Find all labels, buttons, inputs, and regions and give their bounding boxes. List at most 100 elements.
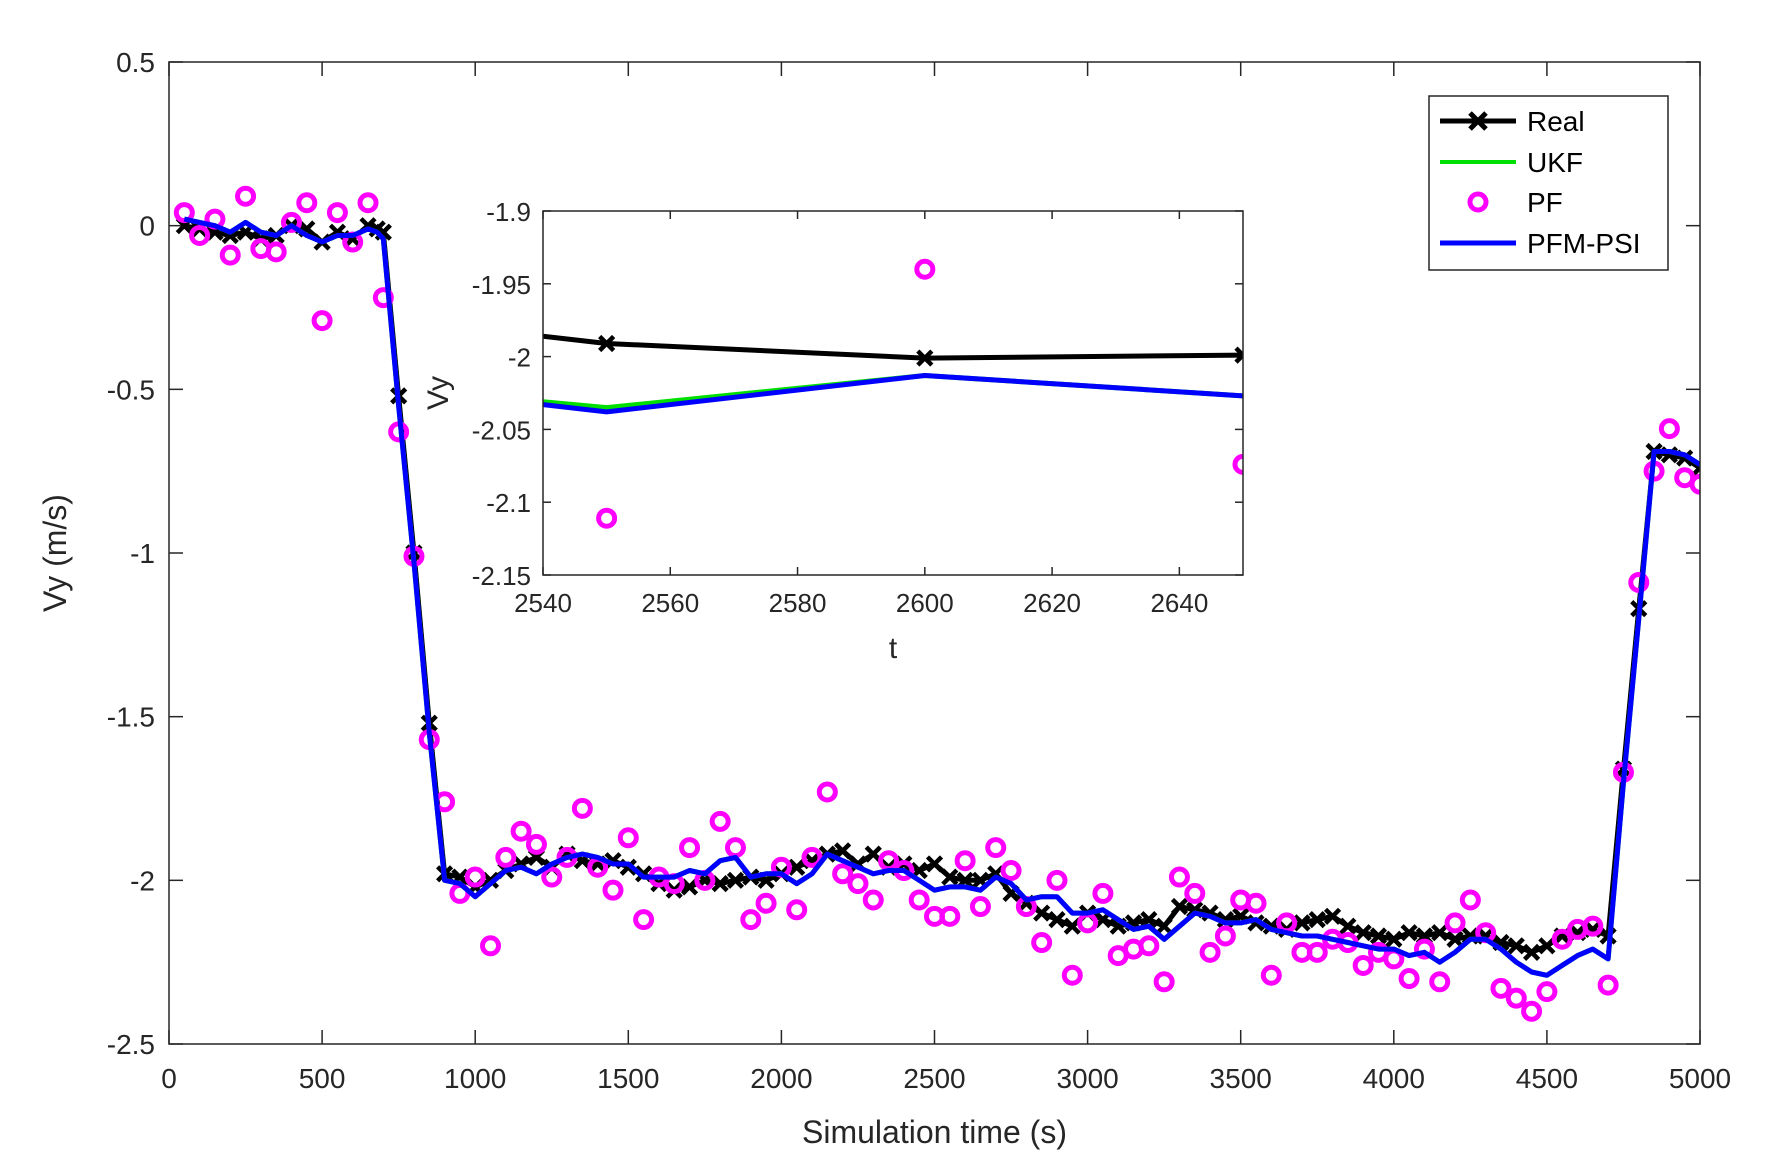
inset-x-tick-label: 2600: [896, 588, 954, 618]
main-point-real: [1140, 911, 1158, 929]
main-point-pf: [1429, 971, 1451, 993]
inset-axes-box: [542, 210, 1244, 576]
inset-y-tick-label: -2.15: [472, 561, 531, 591]
main-point-real: [1431, 924, 1449, 942]
inset-x-tick-label: 2580: [769, 588, 827, 618]
inset-point-pf: [1232, 453, 1243, 475]
main-point-pf: [617, 827, 639, 849]
main-point-real: [864, 845, 882, 863]
main-y-tick-label: -2: [130, 865, 155, 896]
inset-x-tick-label: 2620: [1023, 588, 1081, 618]
main-point-pf: [1521, 1000, 1543, 1022]
main-point-pf: [1092, 882, 1114, 904]
main-y-tick-label: -1: [130, 538, 155, 569]
main-x-tick-label: 3500: [1210, 1063, 1272, 1094]
main-point-pf: [985, 837, 1007, 859]
main-y-tick-label: 0.5: [116, 47, 155, 78]
inset-y-tick-label: -1.95: [472, 270, 531, 300]
main-point-pf: [1061, 964, 1083, 986]
main-series: [173, 185, 1700, 1022]
main-point-pf: [1689, 473, 1700, 495]
main-point-pf: [801, 846, 823, 868]
main-point-real: [680, 878, 699, 896]
inset-x-tick-label: 2560: [641, 588, 699, 618]
main-point-pf: [1306, 941, 1328, 963]
main-point-pf: [633, 909, 655, 931]
main-point-pf: [480, 935, 502, 957]
main-point-real: [1522, 943, 1541, 961]
main-x-tick-label: 4000: [1363, 1063, 1425, 1094]
legend-label-pfm-psi: PFM-PSI: [1527, 228, 1641, 259]
inset-point-real: [598, 334, 616, 353]
main-x-tick-label: 0: [161, 1063, 177, 1094]
main-point-real: [1385, 930, 1403, 948]
main-y-tick-label: -1.5: [107, 702, 155, 733]
main-ticks: 0 500 1000 1500 2000 2500 3000 3500 4000 4500 5000…: [107, 47, 1731, 1094]
main-point-pf: [1031, 932, 1053, 954]
legend-label-pf: PF: [1527, 187, 1563, 218]
main-point-pf: [954, 850, 976, 872]
main-point-pf: [1505, 987, 1527, 1009]
inset-x-axis-label: t: [889, 632, 898, 665]
main-point-pf: [1582, 915, 1604, 937]
main-point-pf: [832, 863, 854, 885]
main-x-axis-label: Simulation time (s): [802, 1114, 1067, 1150]
main-point-real: [1538, 937, 1556, 955]
main-axes-box: [168, 61, 1701, 1045]
main-point-pf: [326, 202, 348, 224]
main-point-pf: [969, 896, 991, 918]
main-x-tick-label: 2500: [903, 1063, 965, 1094]
main-point-pf: [1168, 866, 1190, 888]
legend-item-real: Real: [1440, 106, 1585, 137]
main-point-pf: [862, 889, 884, 911]
main-x-tick-label: 5000: [1669, 1063, 1731, 1094]
inset-y-tick-label: -2.05: [472, 415, 531, 445]
main-point-pf: [1398, 968, 1420, 990]
main-point-real: [711, 875, 729, 893]
main-point-real: [1170, 897, 1189, 916]
main-x-tick-label: 1500: [597, 1063, 659, 1094]
inset-point-pf: [596, 507, 618, 529]
main-point-pf: [816, 781, 838, 803]
main-point-real: [1446, 930, 1464, 948]
main-point-pf: [510, 820, 532, 842]
main-point-pf: [495, 846, 517, 868]
main-series-line-pfm-psi: [183, 216, 1700, 978]
main-point-pf: [709, 810, 731, 832]
main-point-pf: [1551, 928, 1573, 950]
main-point-real: [1507, 937, 1525, 955]
legend-item-ukf: UKF: [1440, 147, 1583, 178]
inset-point-pf: [914, 258, 936, 280]
main-point-pf: [372, 287, 394, 309]
inset-series-clip: [543, 258, 1243, 529]
main-point-real: [834, 842, 852, 860]
legend-label-ukf: UKF: [1527, 147, 1583, 178]
main-point-pf: [1536, 981, 1558, 1003]
main-point-real: [1063, 917, 1081, 935]
main-point-real: [788, 858, 806, 876]
inset-series: [543, 258, 1243, 529]
inset-series-line-pfm-psi: [543, 373, 1243, 415]
main-point-real: [1048, 911, 1066, 929]
main-point-pf: [755, 892, 777, 914]
inset-y-tick-label: -1.9: [486, 197, 531, 227]
main-point-pf: [1199, 941, 1221, 963]
inset-point-real: [916, 349, 934, 367]
main-point-pf: [280, 211, 302, 233]
legend-label-real: Real: [1527, 106, 1585, 137]
main-point-pf: [1214, 925, 1236, 947]
main-point-real: [726, 871, 745, 889]
main-x-tick-label: 500: [299, 1063, 346, 1094]
main-y-axis-label: Vy (m/s): [37, 494, 73, 612]
main-y-tick-label: 0: [139, 211, 155, 242]
main-point-pf: [311, 310, 333, 332]
inset-axes: 2540 2560 2580 2600 2620 2640 -1.9 -1.95 -2 -2.05…: [422, 197, 1244, 665]
legend-marker-real: [1468, 111, 1488, 131]
main-point-pf: [679, 837, 701, 859]
inset-ticks: 2540 2560 2580 2600 2620 2640 -1.9 -1.95 -2 -2.05…: [472, 197, 1243, 618]
main-point-pf: [265, 241, 287, 263]
main-point-pf: [1490, 977, 1512, 999]
main-point-pf: [1046, 869, 1068, 891]
main-point-pf: [571, 797, 593, 819]
